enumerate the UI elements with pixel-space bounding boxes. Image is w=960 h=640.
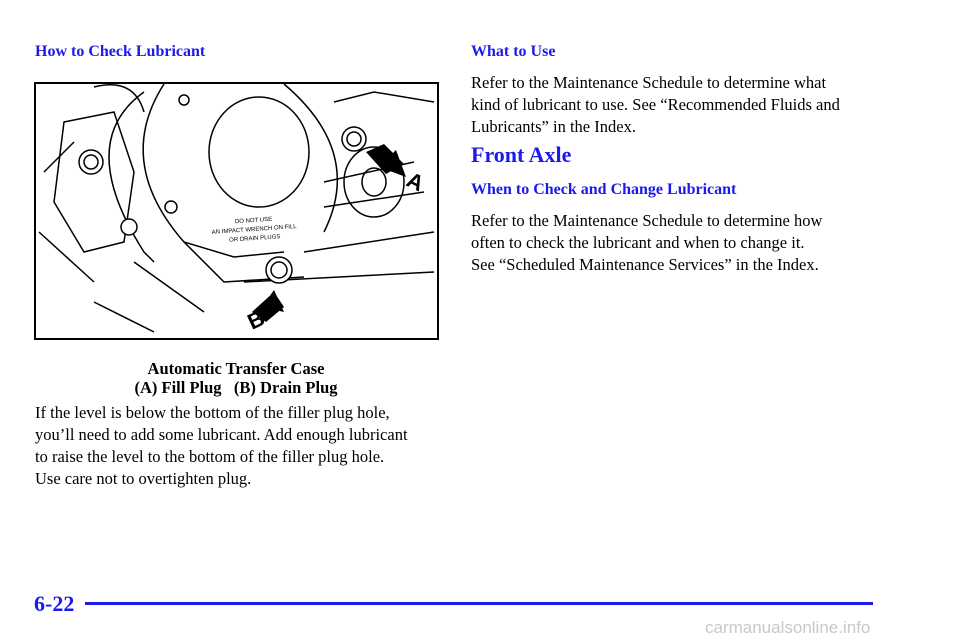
- subheading: When to Check and Change Lubricant: [471, 181, 737, 198]
- caption: (A) Fill Plug (B) Drain Plug: [134, 378, 338, 397]
- heading: What to Use: [471, 43, 556, 60]
- text-line: Refer to the Maintenance Schedule to det…: [471, 211, 823, 230]
- section-title: Front Axle: [471, 142, 572, 167]
- text-line: often to check the lubricant and when to…: [471, 233, 805, 252]
- paragraph: If the level is below the bottom of the …: [35, 402, 408, 490]
- figure: A B DO NOT USE AN IMPACT WRENCH ON FILL …: [34, 82, 439, 340]
- text-line: Use care not to overtighten plug.: [35, 469, 252, 488]
- warning-text: OR DRAIN PLUGS: [229, 234, 281, 244]
- paragraph: Refer to the Maintenance Schedule to det…: [471, 72, 840, 138]
- text-line: kind of lubricant to use. See “Recommend…: [471, 95, 840, 114]
- warning-text: DO NOT USE: [235, 217, 273, 226]
- text-line: Refer to the Maintenance Schedule to det…: [471, 73, 827, 92]
- paragraph: Refer to the Maintenance Schedule to det…: [471, 210, 822, 276]
- text-line: Lubricants” in the Index.: [471, 117, 636, 136]
- text-line: If the level is below the bottom of the …: [35, 403, 390, 422]
- text-line: to raise the level to the bottom of the …: [35, 447, 385, 466]
- warning-text: AN IMPACT WRENCH ON FILL: [212, 224, 298, 236]
- footer-rule: [85, 602, 873, 605]
- watermark: carmanualsonline.info: [705, 618, 871, 637]
- heading: How to Check Lubricant: [35, 43, 206, 60]
- text-line: See “Scheduled Maintenance Services” in …: [471, 255, 819, 274]
- caption: Automatic Transfer Case: [147, 359, 325, 378]
- text-line: you’ll need to add some lubricant. Add e…: [35, 425, 408, 444]
- page-number: 6-22: [34, 591, 75, 616]
